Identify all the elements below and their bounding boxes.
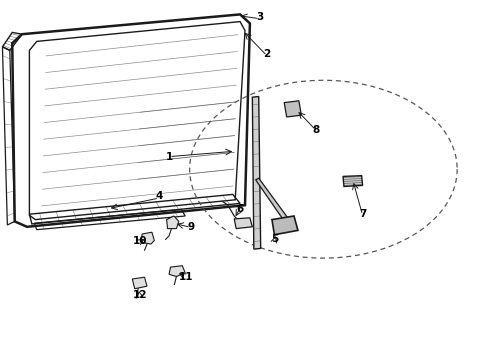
Text: 5: 5 bbox=[271, 234, 278, 244]
Polygon shape bbox=[234, 218, 252, 229]
Text: 3: 3 bbox=[256, 12, 263, 22]
Text: 12: 12 bbox=[132, 290, 147, 300]
Text: 10: 10 bbox=[132, 236, 147, 246]
Polygon shape bbox=[284, 101, 301, 117]
Text: 1: 1 bbox=[166, 152, 172, 162]
Polygon shape bbox=[169, 266, 185, 276]
Text: 6: 6 bbox=[237, 204, 244, 214]
Polygon shape bbox=[132, 277, 147, 289]
Polygon shape bbox=[167, 216, 179, 229]
Polygon shape bbox=[256, 178, 289, 222]
Polygon shape bbox=[272, 216, 298, 235]
Text: 8: 8 bbox=[313, 125, 319, 135]
Text: 7: 7 bbox=[359, 209, 367, 219]
Polygon shape bbox=[343, 176, 363, 186]
Polygon shape bbox=[252, 96, 261, 249]
Text: 9: 9 bbox=[188, 222, 195, 232]
Text: 11: 11 bbox=[179, 272, 194, 282]
Text: 4: 4 bbox=[155, 191, 163, 201]
Polygon shape bbox=[141, 232, 154, 244]
Text: 2: 2 bbox=[264, 49, 270, 59]
